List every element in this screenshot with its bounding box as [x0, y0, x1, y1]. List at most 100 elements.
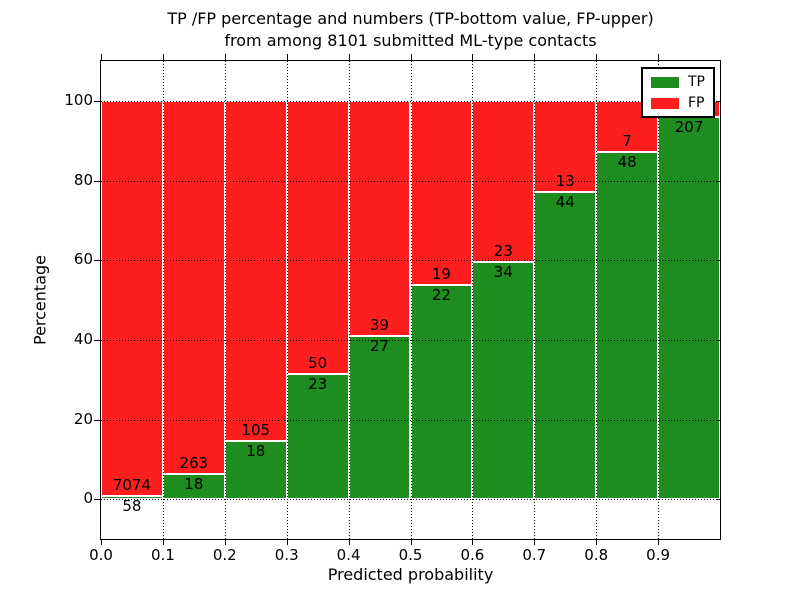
x-tick [224, 539, 226, 545]
tp-count-label: 23 [308, 374, 328, 393]
x-tick-top [596, 54, 598, 60]
x-tick-top [224, 54, 226, 60]
y-tick [94, 339, 100, 341]
legend-swatch-fp [651, 97, 679, 109]
fp-bar-segment [410, 100, 473, 286]
x-tick [534, 539, 536, 545]
y-tick-label: 60 [73, 250, 93, 269]
y-tick [94, 100, 100, 102]
tp-bar-segment [472, 261, 535, 500]
fp-bar-segment [286, 100, 349, 374]
fp-bar-segment [101, 100, 163, 496]
y-tick-right [717, 339, 720, 341]
y-tick-label: 20 [73, 409, 93, 428]
x-tick [348, 539, 350, 545]
x-gridline [534, 61, 536, 539]
x-tick [101, 539, 102, 545]
x-tick [472, 539, 474, 545]
tp-bar-segment [410, 285, 473, 500]
x-gridline [224, 61, 226, 539]
x-tick-label: 0.3 [274, 546, 299, 564]
tp-bar-segment [162, 473, 225, 500]
fp-count-label: 23 [493, 241, 513, 260]
tp-bar-segment [348, 336, 411, 500]
fp-bar-segment [162, 100, 225, 474]
x-tick-top [286, 54, 288, 60]
x-tick-label: 0.8 [584, 546, 609, 564]
legend-label: TP [688, 74, 705, 90]
tp-count-label: 58 [122, 496, 142, 515]
fp-count-label: 105 [241, 420, 271, 439]
x-tick-top [101, 54, 102, 60]
x-axis-label: Predicted probability [327, 565, 494, 584]
x-gridline [472, 61, 474, 539]
x-tick-top [348, 54, 350, 60]
x-gridline [162, 61, 164, 539]
tp-bar-segment [658, 117, 720, 500]
fp-count-label: 13 [555, 171, 575, 190]
x-tick [162, 539, 164, 545]
fp-count-label: 50 [308, 353, 328, 372]
y-tick-right [717, 419, 720, 421]
tp-count-label: 44 [555, 192, 575, 211]
x-tick-label: 0.0 [89, 546, 113, 564]
legend-label: FP [688, 95, 705, 111]
x-tick-label: 0.4 [336, 546, 361, 564]
y-tick-right [717, 260, 720, 262]
tp-bar-segment [534, 191, 597, 500]
tp-count-label: 207 [674, 118, 704, 137]
chart-title: TP /FP percentage and numbers (TP-bottom… [100, 8, 721, 52]
x-tick-label: 0.2 [212, 546, 237, 564]
x-gridline [596, 61, 598, 539]
y-tick-right [717, 499, 720, 501]
tp-bar-segment [101, 495, 163, 500]
y-tick-label: 100 [64, 90, 93, 109]
chart-title-line2: from among 8101 submitted ML-type contac… [224, 31, 597, 50]
x-tick [658, 539, 660, 545]
chart-title-line1: TP /FP percentage and numbers (TP-bottom… [167, 9, 654, 28]
y-tick-label: 40 [73, 329, 93, 348]
tp-bar-segment [286, 373, 349, 500]
x-tick-label: 0.5 [398, 546, 423, 564]
x-tick-label: 0.1 [150, 546, 175, 564]
y-tick-right [717, 180, 720, 182]
fp-count-label: 7 [622, 131, 632, 150]
x-tick-top [410, 54, 412, 60]
y-tick-label: 80 [73, 170, 93, 189]
x-tick [596, 539, 598, 545]
x-gridline [348, 61, 350, 539]
y-tick-right [717, 100, 720, 102]
x-tick [410, 539, 412, 545]
plot-area: TP FP 0.0 0.1 0.2 0.3 0.4 0.5 0.6 0.7 0.8 0.9 0 20 40… [64, 54, 721, 564]
y-tick [94, 180, 100, 182]
fp-count-label: 263 [179, 453, 209, 472]
x-tick-top [534, 54, 536, 60]
x-tick-top [658, 54, 660, 60]
x-tick-top [162, 54, 164, 60]
tp-count-label: 27 [370, 337, 390, 356]
legend-swatch-tp [651, 76, 679, 88]
legend-entry: TP [651, 74, 705, 90]
y-tick [94, 499, 100, 501]
tp-count-label: 34 [493, 262, 513, 281]
legend: TP FP [641, 67, 715, 118]
x-gridline [286, 61, 288, 539]
legend-entry: FP [651, 95, 705, 111]
fp-bar-segment [224, 100, 287, 441]
y-tick [94, 260, 100, 262]
tp-count-label: 22 [431, 286, 451, 305]
fp-count-label: 7074 [112, 475, 152, 494]
x-tick-label: 0.9 [646, 546, 671, 564]
fp-count-label: 39 [370, 316, 390, 335]
fp-count-label: 19 [431, 265, 451, 284]
tp-bar-segment [596, 151, 659, 500]
x-tick [286, 539, 288, 545]
tp-count-label: 18 [246, 441, 266, 460]
x-tick-label: 0.6 [460, 546, 485, 564]
fp-bar-segment [348, 100, 411, 337]
x-tick-label: 0.7 [522, 546, 547, 564]
x-gridline [658, 61, 660, 539]
y-tick-label: 0 [83, 489, 93, 508]
y-tick [94, 419, 100, 421]
